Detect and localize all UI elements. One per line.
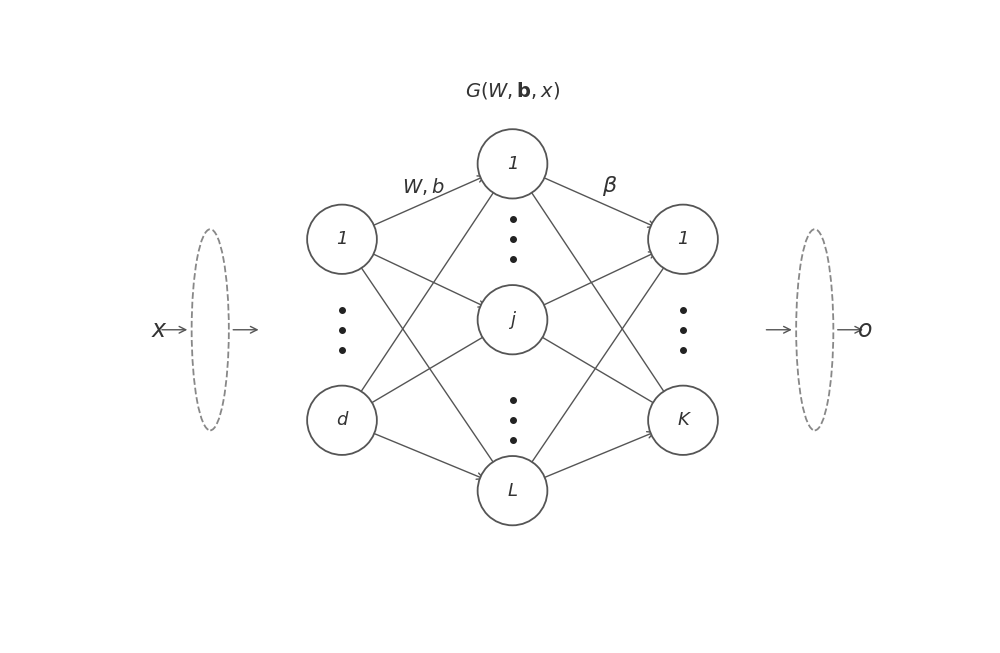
Ellipse shape — [478, 129, 547, 199]
Text: $\mathit{W,b}$: $\mathit{W,b}$ — [402, 176, 445, 197]
Text: 1: 1 — [677, 231, 689, 248]
Text: 1: 1 — [336, 231, 348, 248]
Text: j: j — [510, 311, 515, 328]
Ellipse shape — [648, 204, 718, 274]
Text: K: K — [677, 411, 689, 429]
Text: $\mathbf{\mathit{o}}$: $\mathbf{\mathit{o}}$ — [857, 318, 873, 342]
Text: $\beta$: $\beta$ — [602, 174, 617, 199]
Text: $G(W,\mathbf{b},x)$: $G(W,\mathbf{b},x)$ — [465, 80, 560, 101]
Ellipse shape — [307, 386, 377, 455]
Text: L: L — [508, 482, 518, 500]
Ellipse shape — [478, 285, 547, 355]
Ellipse shape — [478, 456, 547, 525]
Ellipse shape — [648, 386, 718, 455]
Text: d: d — [336, 411, 348, 429]
Text: $\mathbf{\mathit{x}}$: $\mathbf{\mathit{x}}$ — [151, 318, 168, 342]
Text: 1: 1 — [507, 155, 518, 173]
Ellipse shape — [307, 204, 377, 274]
